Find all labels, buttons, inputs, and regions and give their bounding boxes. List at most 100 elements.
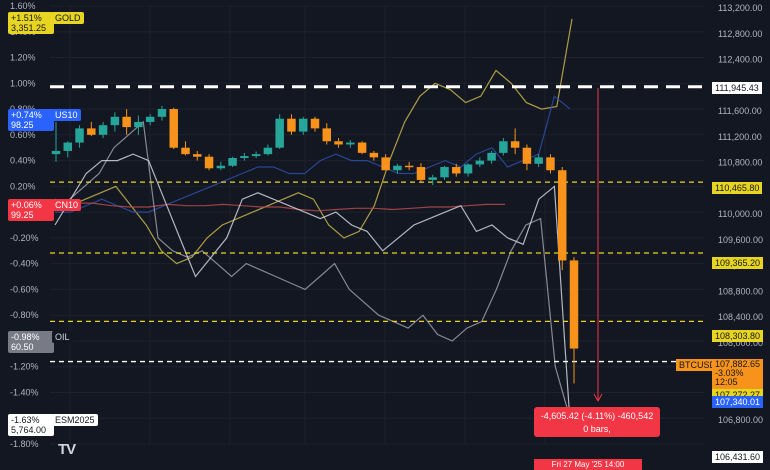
overlay-line-us10 [55,95,571,213]
right-axis-tick: 111,600.00 [718,106,762,116]
candle-body[interactable] [240,156,249,159]
candles[interactable] [51,105,579,384]
cn10-tag[interactable]: +0.06% 99.25 [8,199,54,221]
candle-body[interactable] [298,118,308,132]
candle-body[interactable] [404,165,414,168]
candle-body[interactable] [263,147,273,155]
candle-body[interactable] [228,158,237,166]
candle-body[interactable] [510,141,520,148]
gold-tag[interactable]: +1.51% 3,351.25 [8,12,54,34]
us10-tag[interactable]: +0.74% 98.25 [8,109,54,131]
us10-symbol-text: US10 [55,110,78,120]
oil-tag[interactable]: -0.98% 60.50 [8,331,54,353]
candle-body[interactable] [534,157,543,164]
price-tag-108303: 108,303.80 [712,330,764,342]
esm-price: 5,764.00 [11,425,47,435]
candle-body[interactable] [87,128,96,135]
candle-body[interactable] [393,165,402,171]
candle-body[interactable] [110,116,120,126]
price-tag-107340-text: 107,340.01 [715,397,761,407]
candle-body[interactable] [557,170,567,261]
price-tag-106431-text: 106,431.60 [715,452,761,462]
candle-body[interactable] [145,116,155,122]
candle-body[interactable] [452,167,461,174]
candle-body[interactable] [181,147,190,155]
candle-body[interactable] [522,147,532,164]
left-axis-tick: -0.80% [10,310,39,320]
left-axis-tick: 0.40% [10,156,36,166]
measure-tooltip: -4,605.42 (-4.11%) -460,542 0 bars, [534,407,660,437]
candle-body[interactable] [63,142,73,151]
esm-tag[interactable]: -1.63% 5,764.00 [8,414,54,436]
price-tag-109365-text: 109,365.20 [715,258,761,268]
tradingview-logo-text: TV [58,441,76,458]
candle-body[interactable] [75,128,84,143]
candle-body[interactable] [169,109,178,148]
candle-body[interactable] [51,150,61,155]
oil-symbol: OIL [52,331,73,343]
candle-body[interactable] [346,142,355,145]
candle-body[interactable] [381,157,390,171]
candle-body[interactable] [428,177,437,180]
candle-body[interactable] [98,125,108,135]
candle-body[interactable] [499,141,508,153]
candle-body[interactable] [475,160,485,165]
measure-line2: 0 bars, [583,424,611,434]
candle-body[interactable] [216,165,226,169]
btc-countdown: 12:05 [715,377,738,387]
candle-body[interactable] [322,128,332,142]
candle-body[interactable] [463,164,473,174]
left-axis-tick: -0.60% [10,284,39,294]
left-axis-tick: -1.20% [10,362,39,372]
left-axis-tick: -1.80% [10,439,39,449]
candle-body[interactable] [193,154,202,157]
candle-body[interactable] [251,154,261,157]
oil-symbol-text: OIL [55,332,70,342]
gold-symbol: GOLD [52,12,84,24]
esm-symbol: ESM2025 [52,414,98,426]
price-tag-109365: 109,365.20 [712,257,764,269]
measure-arrow [593,88,603,403]
cn10-change: +0.06% [11,200,42,210]
btc-price: 107,882.65 [715,359,761,369]
candle-body[interactable] [487,152,496,161]
candle-body[interactable] [310,118,320,129]
right-axis-tick: 106,800.00 [718,415,763,425]
price-tag-107272-text: 107,272.27 [715,390,761,400]
gold-price: 3,351.25 [11,23,47,33]
candle-body[interactable] [334,141,343,145]
right-axis-tick: 108,000.00 [718,338,763,348]
btc-change: -3.03% [715,368,744,378]
candle-body[interactable] [440,167,449,178]
candle-body[interactable] [204,156,214,169]
candle-body[interactable] [134,121,143,128]
price-tag-110465: 110,465.80 [712,182,763,194]
time-axis-label: Fri 27 May '25 14:00 [534,459,642,470]
right-axis-tick: 113,200.00 [718,3,762,13]
overlay-line-esm2025 [54,153,571,423]
candle-body[interactable] [122,116,131,128]
candle-body[interactable] [569,260,579,349]
horizontal-lines[interactable] [50,85,705,363]
tradingview-logo: TV [58,441,76,458]
candle-body[interactable] [369,152,379,158]
right-axis-tick: 112,800.00 [718,29,762,39]
candle-body[interactable] [416,167,426,180]
oil-change: -0.98% [11,332,40,342]
price-tag-107340: 107,340.01 [712,396,764,408]
candle-body[interactable] [275,118,284,148]
left-axis-tick: 1.00% [10,78,36,88]
left-axis-tick: -1.40% [10,387,39,397]
right-axis-tick: 111,200.00 [718,132,762,142]
candle-body[interactable] [357,142,367,153]
left-axis-tick: 0.20% [10,181,36,191]
candle-body[interactable] [287,118,296,132]
left-axis-tick: -0.20% [10,233,39,243]
price-tag-110465-text: 110,465.80 [715,183,760,193]
right-axis-tick: 112,400.00 [718,55,762,65]
gold-symbol-text: GOLD [55,13,81,23]
candle-body[interactable] [546,157,555,171]
candle-body[interactable] [157,109,167,117]
price-tag-111945-text: 111,945.43 [715,83,759,93]
